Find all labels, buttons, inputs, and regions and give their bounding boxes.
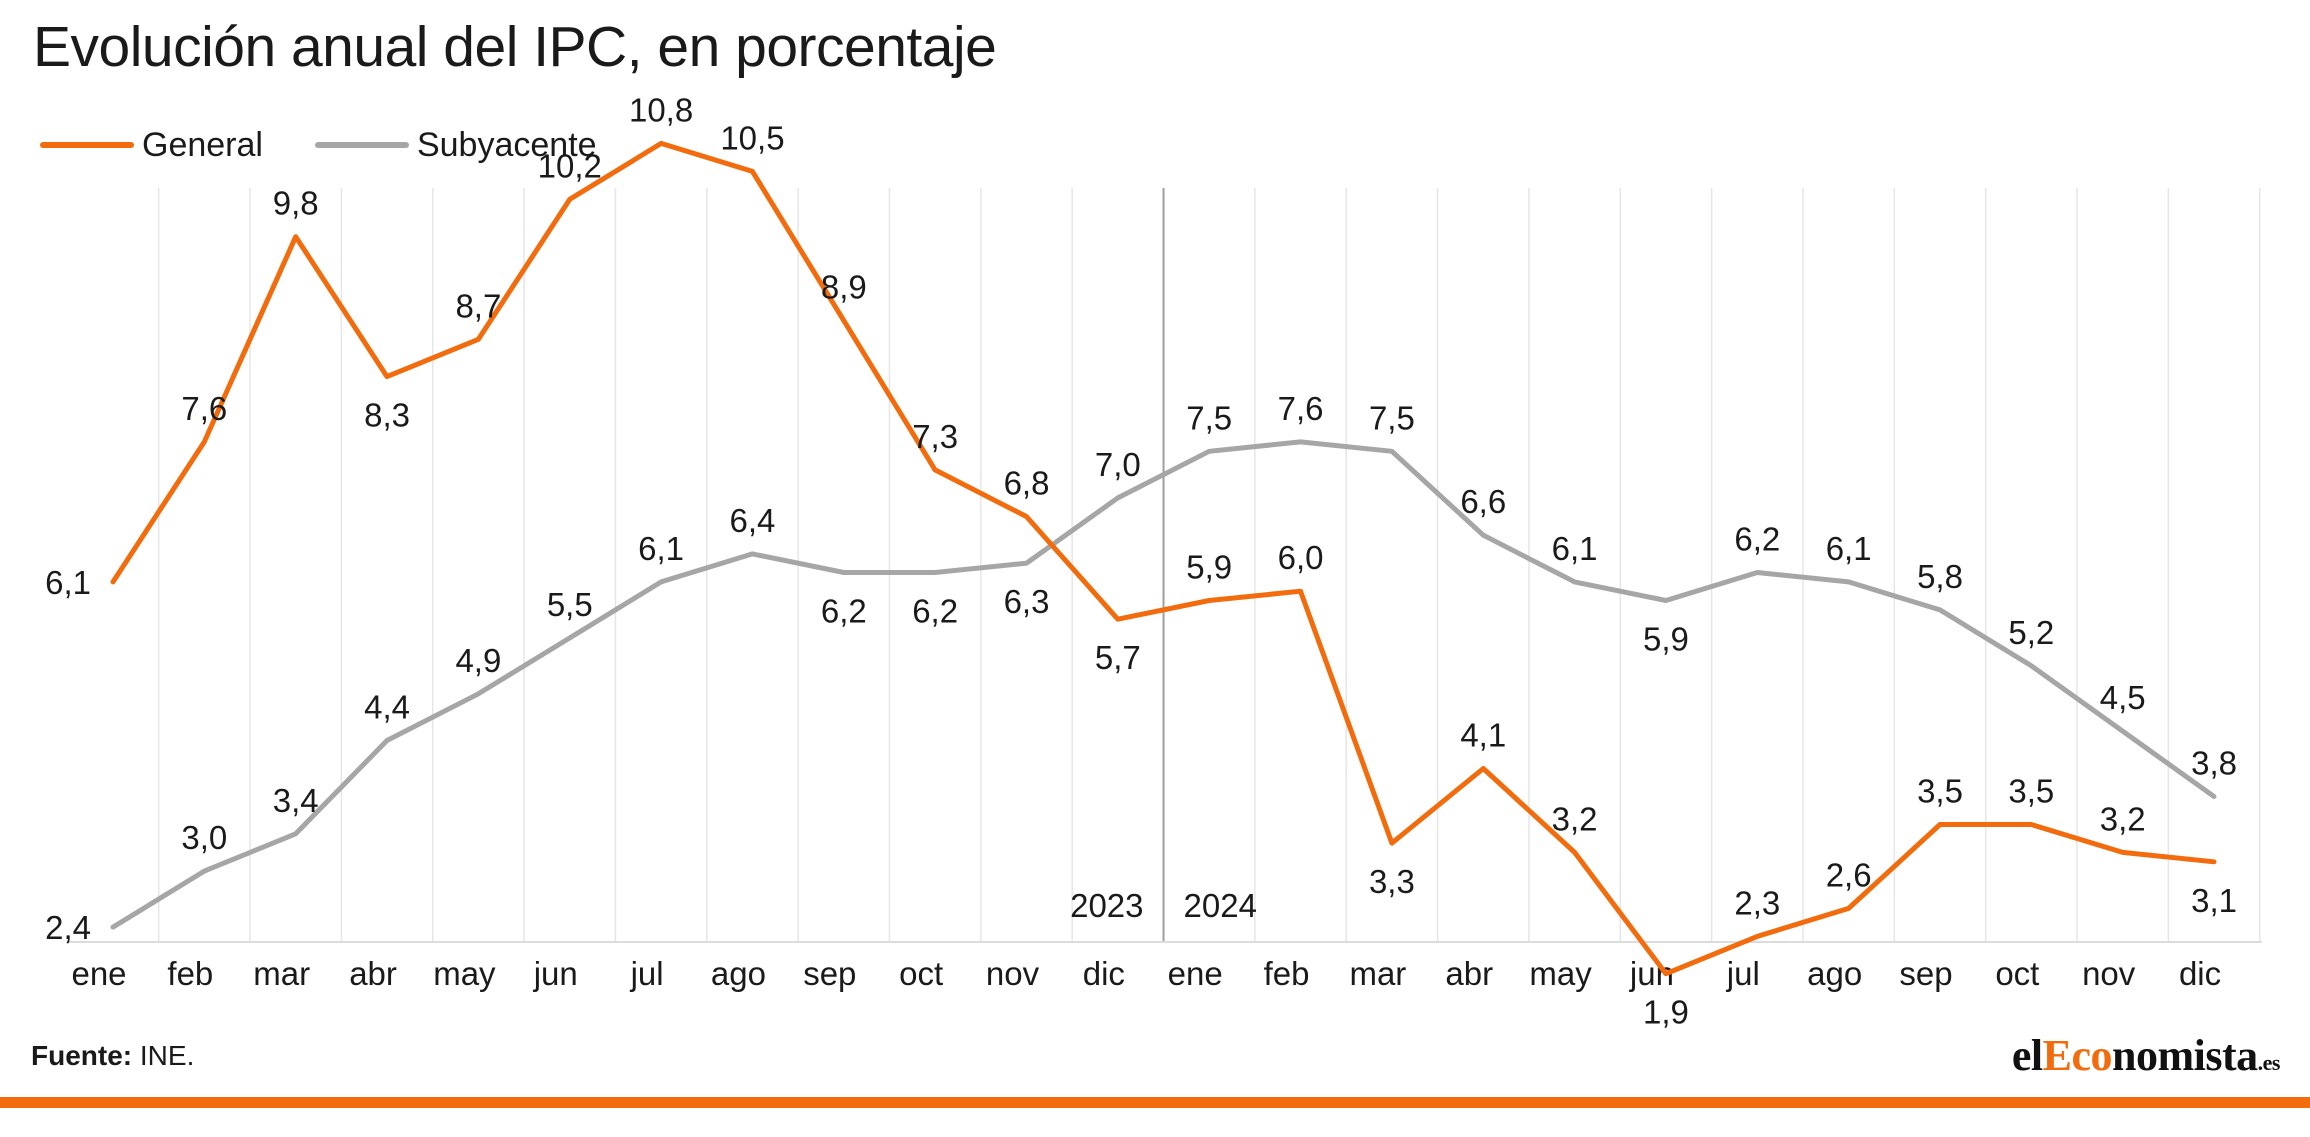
data-label-subyacente: 7,5 — [1369, 399, 1415, 436]
data-label-general: 4,1 — [1460, 716, 1506, 753]
data-label-general: 6,8 — [1004, 465, 1050, 502]
data-label-subyacente: 6,3 — [1004, 583, 1050, 620]
data-label-general: 3,3 — [1369, 863, 1415, 900]
source-label: Fuente: — [31, 1040, 133, 1071]
x-tick-label: mar — [253, 955, 310, 992]
x-tick-label: ene — [1168, 955, 1223, 992]
data-label-general: 5,7 — [1095, 639, 1141, 676]
x-tick-label: ago — [711, 955, 766, 992]
data-label-subyacente: 6,6 — [1460, 483, 1506, 520]
legend-item-general: General — [40, 126, 263, 165]
data-label-subyacente: 6,4 — [730, 502, 776, 539]
logo-tld: .es — [2257, 1050, 2281, 1075]
data-label-subyacente: 3,8 — [2191, 744, 2237, 781]
data-label-general: 7,3 — [912, 418, 958, 455]
x-tick-label: feb — [167, 955, 213, 992]
x-tick-label: ago — [1807, 955, 1862, 992]
data-label-general: 7,6 — [181, 390, 227, 427]
source-note: Fuente: INE. — [31, 1040, 194, 1072]
data-label-subyacente: 5,9 — [1643, 621, 1689, 658]
year-label-2024: 2024 — [1184, 887, 1257, 924]
x-tick-label: nov — [986, 955, 1040, 992]
legend-item-subyacente: Subyacente — [314, 125, 597, 165]
data-label-general: 3,2 — [2100, 800, 2146, 837]
data-label-subyacente: 6,2 — [1734, 521, 1780, 558]
x-tick-label: may — [433, 955, 496, 992]
x-tick-label: oct — [899, 955, 943, 992]
x-tick-label: dic — [1083, 955, 1125, 992]
data-label-subyacente: 6,2 — [912, 593, 958, 630]
data-label-subyacente: 4,5 — [2100, 679, 2146, 716]
data-label-subyacente: 6,1 — [638, 530, 684, 567]
data-label-subyacente: 4,9 — [455, 642, 501, 679]
data-label-subyacente: 3,4 — [273, 782, 319, 819]
data-label-subyacente: 5,8 — [1917, 558, 1963, 595]
x-tick-label: jul — [1726, 955, 1760, 992]
chart-title: Evolución anual del IPC, en porcentaje — [33, 15, 997, 79]
data-label-general: 6,1 — [45, 564, 91, 601]
data-label-general: 8,7 — [455, 287, 501, 324]
x-tick-label: sep — [803, 955, 856, 992]
series-line-subyacente — [110, 439, 2217, 930]
legend-label-subyacente: Subyacente — [416, 125, 597, 164]
source-value: INE. — [139, 1040, 195, 1071]
data-label-general: 5,9 — [1186, 549, 1232, 586]
data-label-subyacente: 6,1 — [1826, 530, 1872, 567]
legend-label-general: General — [142, 125, 263, 164]
x-tick-label: abr — [1445, 955, 1493, 992]
data-label-subyacente: 2,4 — [45, 909, 91, 946]
x-tick-label: mar — [1349, 955, 1406, 992]
data-label-general: 10,2 — [538, 147, 602, 184]
x-tick-label: may — [1529, 955, 1592, 992]
series-line-general — [110, 140, 2217, 977]
data-label-general: 1,9 — [1643, 994, 1689, 1031]
brand-logo: elEconomista.es — [2011, 1030, 2281, 1081]
x-tick-label: feb — [1264, 955, 1310, 992]
x-tick-label: jun — [533, 955, 578, 992]
data-label-general: 6,0 — [1278, 539, 1324, 576]
data-label-general: 10,8 — [629, 91, 693, 128]
bottom-accent-bar — [0, 1097, 2310, 1108]
data-label-subyacente: 7,6 — [1278, 390, 1324, 427]
x-tick-label: nov — [2082, 955, 2136, 992]
data-label-general: 3,1 — [2191, 882, 2237, 919]
data-label-subyacente: 6,1 — [1552, 530, 1598, 567]
x-tick-label: ene — [71, 955, 126, 992]
x-tick-label: jul — [630, 955, 664, 992]
data-label-subyacente: 7,5 — [1186, 399, 1232, 436]
legend-swatch-subyacente — [314, 142, 409, 148]
data-label-subyacente: 6,2 — [821, 593, 867, 630]
data-label-general: 10,5 — [720, 119, 784, 156]
data-label-general: 9,8 — [273, 185, 319, 222]
data-label-subyacente: 5,2 — [2008, 614, 2054, 651]
data-label-general: 8,3 — [364, 397, 410, 434]
data-label-general: 2,6 — [1826, 856, 1872, 893]
logo-part-2: nomista — [2112, 1031, 2258, 1080]
logo-accent: Eco — [2042, 1031, 2113, 1080]
data-label-general: 3,5 — [2008, 772, 2054, 809]
data-label-subyacente: 3,0 — [181, 819, 227, 856]
data-label-general: 3,2 — [1552, 800, 1598, 837]
logo-part-1: el — [2011, 1031, 2043, 1080]
x-tick-label: dic — [2179, 955, 2221, 992]
legend-swatch-general — [40, 142, 134, 148]
x-tick-label: abr — [349, 955, 397, 992]
data-label-subyacente: 4,4 — [364, 688, 410, 725]
data-label-general: 2,3 — [1734, 884, 1780, 921]
data-label-general: 8,9 — [821, 269, 867, 306]
data-label-subyacente: 5,5 — [547, 586, 593, 623]
data-label-subyacente: 7,0 — [1095, 446, 1141, 483]
legend: General Subyacente — [40, 120, 649, 170]
year-label-2023: 2023 — [1070, 887, 1143, 924]
data-label-general: 3,5 — [1917, 772, 1963, 809]
x-tick-label: sep — [1899, 955, 1952, 992]
x-tick-label: oct — [1995, 955, 2039, 992]
